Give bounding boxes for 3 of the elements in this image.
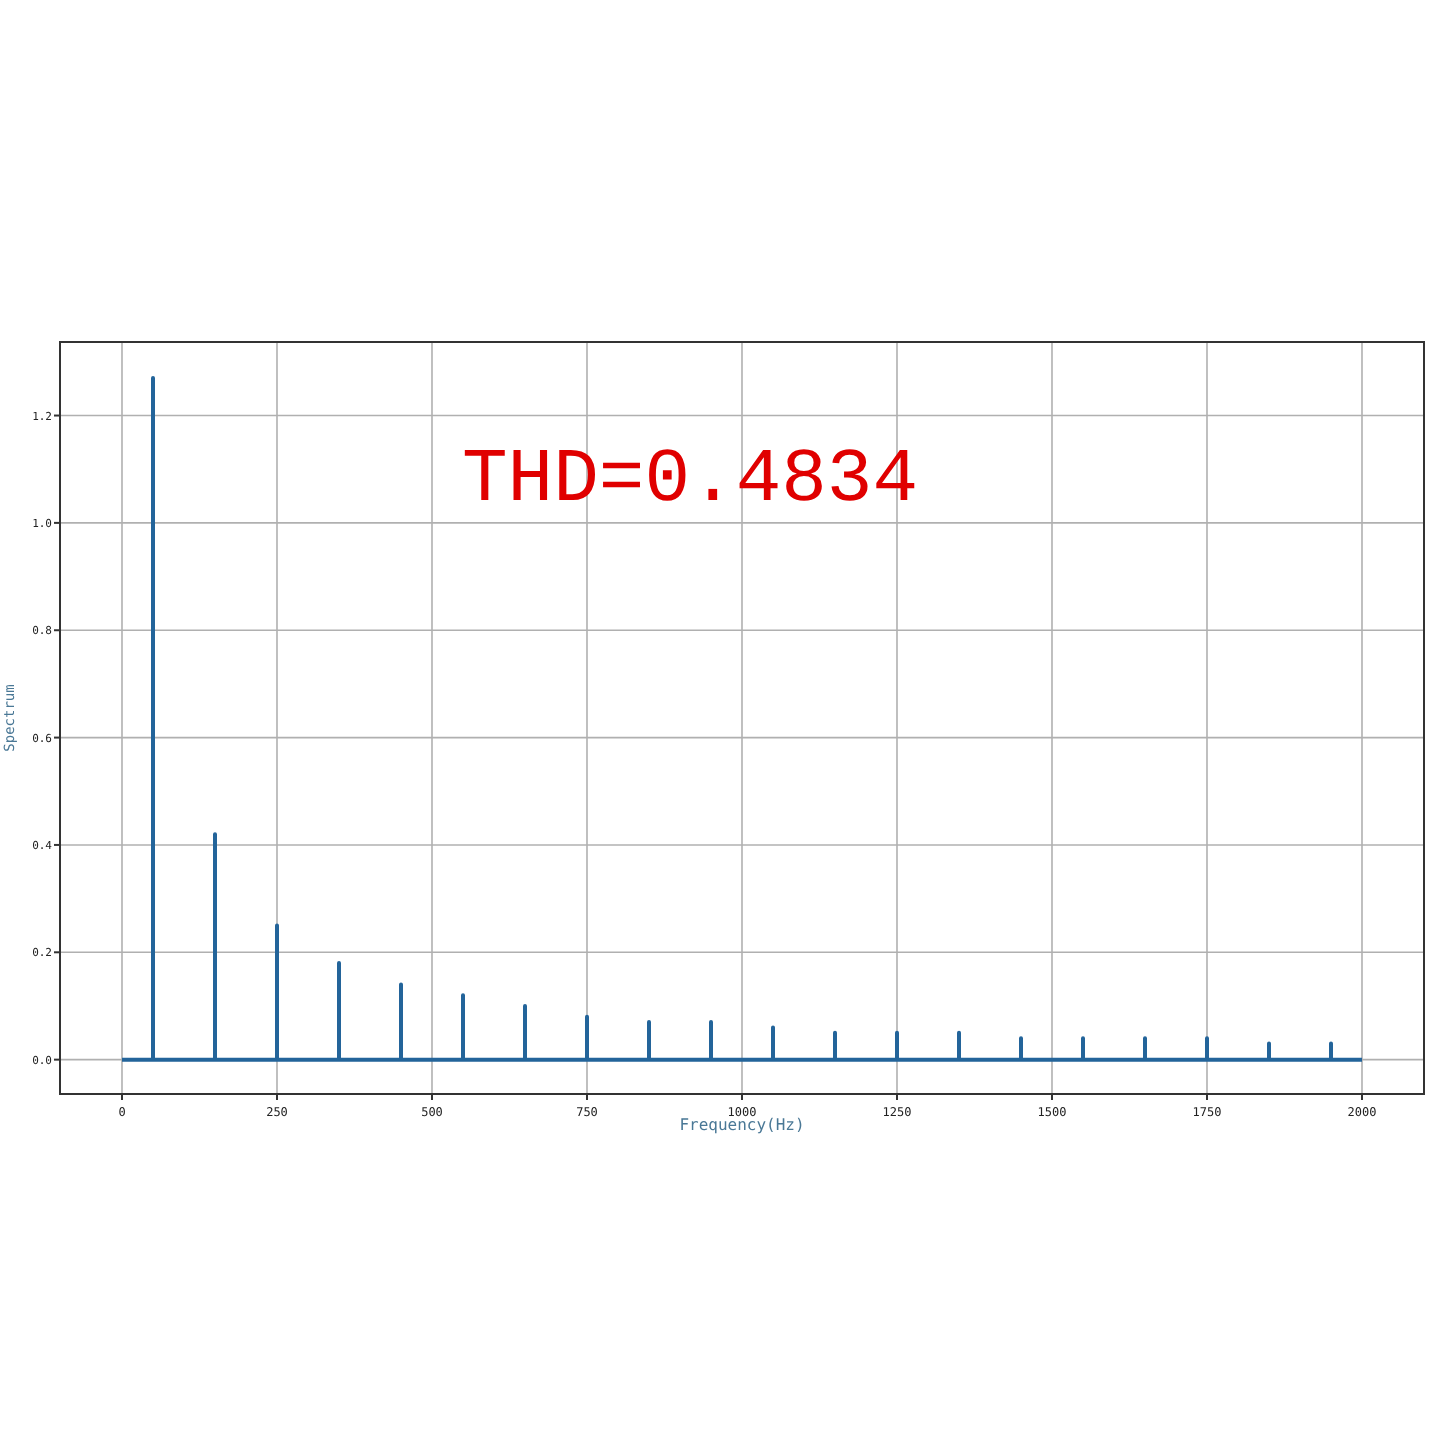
line-series [120, 375, 1364, 1062]
x-axis-title: Frequency(Hz) [679, 1116, 805, 1134]
annotation: THD=0.4834 [462, 438, 919, 524]
